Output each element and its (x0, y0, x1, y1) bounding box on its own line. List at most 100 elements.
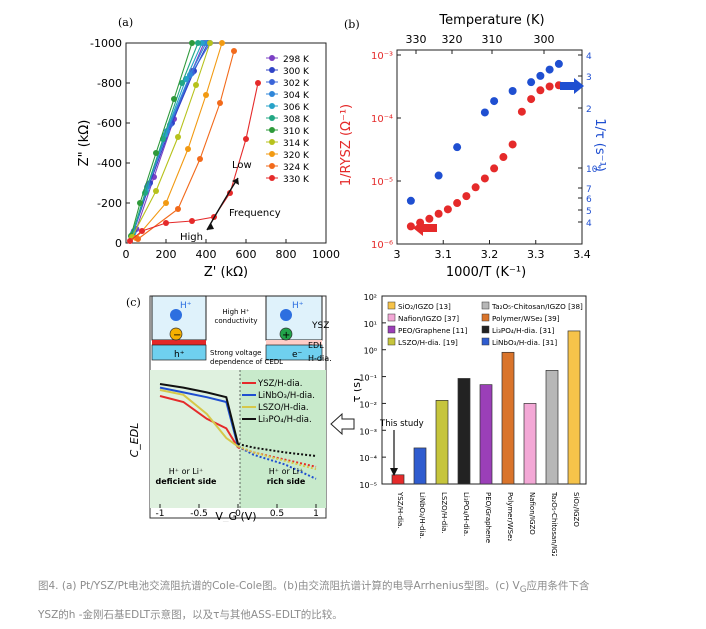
bar-category-label: Polymer/WSe₂ (506, 492, 514, 541)
comparison-arrow-icon (330, 412, 355, 436)
panel-a-point (153, 150, 159, 156)
panel-b-right-tick-label: 2 (586, 105, 592, 115)
bar-ytick-label: 10⁻² (359, 400, 377, 409)
bar-category-label: LiNbO₃/H-dia. (418, 492, 426, 539)
panel-a-xtick-label: 200 (156, 248, 177, 261)
svg-text:−: − (173, 330, 181, 341)
panel-c-ticks: YSZ/H-dia. LiNbO₃/H-dia. LSZO/H-dia. Li₃PO₄… (156, 379, 319, 519)
panel-b-ticks: 3 3.1 3.2 3.3 3.4 330 320 310 300 10⁻³ 10⁻⁴ 10⁻⁵ 10⁻… (371, 33, 601, 261)
bar-legend-marker (481, 301, 490, 310)
panel-a-point (217, 100, 223, 106)
panel-b-point (406, 222, 415, 231)
panel-b-right-tick-label: 3 (586, 73, 592, 83)
bar (391, 474, 405, 485)
bar-category-label: SiO₂/IGZO (572, 492, 580, 527)
bar-legend-label: Li₃PO₄/H-dia. [31] (492, 326, 555, 335)
panel-a-point (219, 40, 225, 46)
caption-line-2: YSZ的h -金刚石基EDLT示意图，以及τ与其他ASS-EDLT的比较。 (38, 609, 343, 622)
panel-b-top-tick-label: 330 (406, 33, 427, 46)
panel-b-right-tick-label: 6 (586, 195, 592, 205)
panel-a-point (179, 80, 185, 86)
annotation-frequency: Frequency (229, 208, 281, 219)
ysz-label: YSZ (311, 321, 329, 331)
panel-b-xtick-label: 3.2 (481, 248, 499, 261)
bar-category-label: YSZ/H-dia. (396, 491, 404, 529)
bar-legend: SiO₂/IGZO [13] Ta₂O₅-Chitosan/IGZO [38] Na… (387, 301, 583, 347)
edl-label: EDL (308, 341, 324, 350)
hydrogen-ion-icon-2 (280, 309, 292, 321)
electron-label: e⁻ (292, 350, 303, 360)
panel-a-point (243, 136, 249, 142)
panel-a-point (127, 238, 133, 244)
hdia-label: H-dia. (308, 354, 332, 363)
bar (523, 403, 537, 485)
panel-b-point (554, 59, 563, 68)
panel-a-label: (a) (118, 16, 133, 29)
panel-c-schematic: (c) − + H⁺ H⁺ High H⁺ conductivity YSZ St… (126, 295, 332, 522)
bar (501, 351, 515, 485)
panel-c-label: (c) (126, 296, 141, 309)
panel-a-point (163, 220, 169, 226)
panel-a-point (255, 80, 261, 86)
panel-b-left-tick-label: 10⁻⁵ (371, 177, 393, 188)
panel-a-xlabel: Z' (kΩ) (204, 265, 248, 280)
right-blue-arrow-icon (560, 78, 584, 94)
panel-a-legend-label: 304 K (283, 91, 310, 101)
gradient-left (150, 370, 240, 508)
svg-text:+: + (282, 330, 290, 341)
bar-ticks: 10² 10¹ 10⁰ 10⁻¹ 10⁻² 10⁻³ 10⁻⁴ 10⁻⁵ (359, 293, 386, 490)
annotation-high: High (180, 232, 203, 243)
panel-b-point (480, 108, 489, 117)
panel-a-ytick-label: -800 (97, 77, 122, 90)
frequency-arrow (206, 177, 239, 231)
panel-a-point (193, 82, 199, 88)
panel-a-ylabel: Z" (kΩ) (77, 120, 92, 167)
panel-a-point (153, 188, 159, 194)
panel-b-top-tick-label: 300 (534, 33, 555, 46)
panel-c-xtick-label: 1 (313, 509, 319, 519)
panel-b-ylabel-left: 1/RYSZ (Ω⁻¹) (340, 104, 354, 186)
panel-b-xtick-label: 3.3 (527, 248, 545, 261)
panel-a-point (175, 206, 181, 212)
panel-c-legend-label: YSZ/H-dia. (257, 379, 302, 389)
panel-a-point (231, 48, 237, 54)
bar-legend-label: LSZO/H-dia. [19] (398, 338, 458, 347)
bar-category-label: Nafion/IGZO (528, 492, 536, 535)
panel-a-legend-label: 302 K (283, 79, 310, 89)
panel-c-xtick-label: -1 (156, 509, 165, 519)
bar-legend-label: Nafion/IGZO [37] (398, 314, 459, 323)
bar-legend-marker (481, 313, 490, 322)
panel-a-legend-label: 306 K (283, 103, 310, 113)
bar-category-label: Ta₂O₅-Chitosan/IGZO (550, 491, 558, 556)
panel-a-legend: 298 K 300 K 302 K 304 K 306 K 308 K 310 K 314 K… (266, 55, 310, 185)
panel-b-right-tick-label: 4 (586, 52, 592, 62)
panel-b-left-tick-label: 10⁻³ (371, 51, 393, 62)
panel-b-point (545, 65, 554, 74)
panel-b-point (471, 183, 480, 192)
panel-c-line (159, 389, 239, 448)
figure-caption: 图4. (a) Pt/YSZ/Pt电池交流阻抗谱的Cole-Cole图。(b)由… (38, 574, 688, 628)
bar-legend-marker (481, 325, 490, 334)
panel-b-point (490, 97, 499, 106)
panel-c-xtick-label: -0.5 (190, 509, 208, 519)
bar-legend-marker (387, 325, 396, 334)
bar-category-label: Li₃PO₄/H-dia. (462, 492, 470, 536)
bar-legend-marker (387, 337, 396, 346)
deficient-side-label: H⁺ or Li⁺ deficient side (156, 467, 218, 486)
gradient-right (240, 370, 326, 508)
panel-b-point (480, 174, 489, 183)
panel-a-frame (125, 42, 327, 244)
bar-ytick-label: 10⁻⁴ (359, 454, 377, 463)
hydrogen-ion-icon (170, 309, 182, 321)
strong-voltage-text: Strong voltage dependence of CEDL (210, 349, 283, 366)
panel-a-ytick-label: 0 (115, 237, 122, 250)
left-red-arrow-icon (413, 220, 437, 236)
bar-legend-label: LiNbO₃/H-dia. [31] (492, 338, 557, 347)
bar-legend-label: SiO₂/IGZO [13] (398, 302, 451, 311)
bar (413, 447, 427, 485)
panel-a-point (185, 146, 191, 152)
cedl-ylabel: C_EDL (128, 423, 141, 458)
panel-b-xtick-label: 3 (394, 248, 401, 261)
bar (435, 400, 449, 485)
